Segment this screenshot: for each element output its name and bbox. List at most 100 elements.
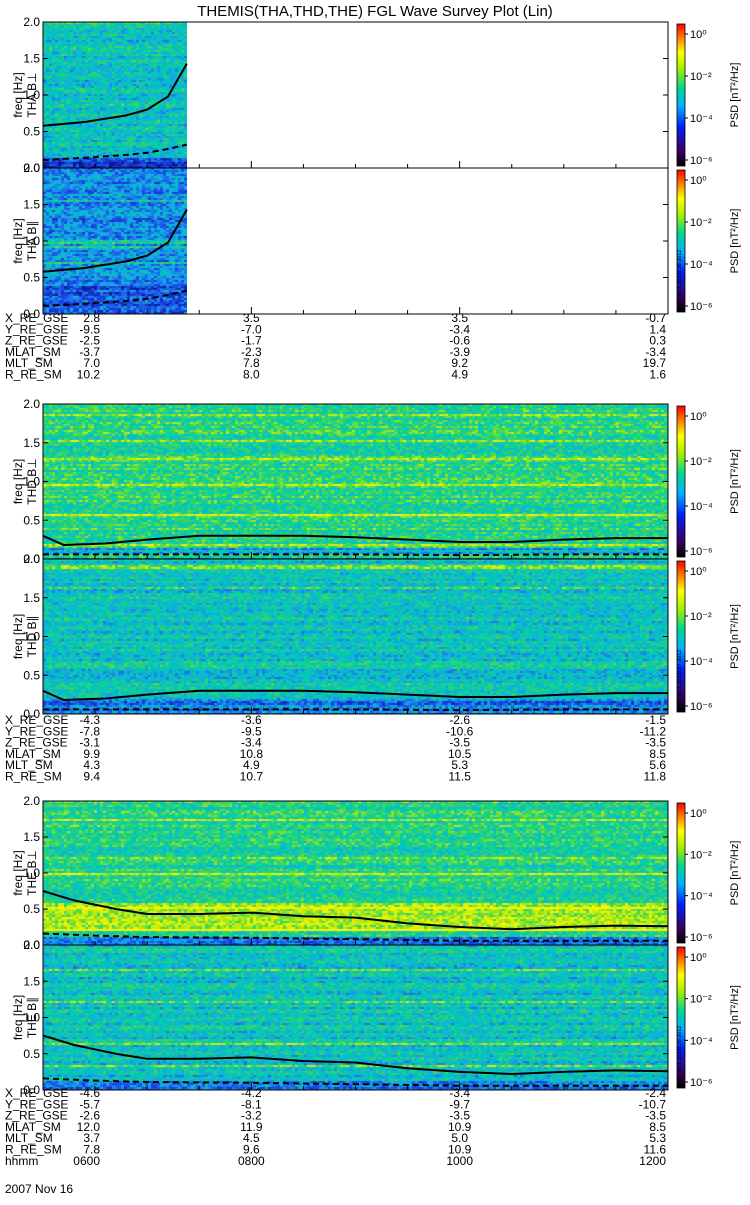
colorbar-tick-label: 10⁰ (690, 952, 707, 964)
y-tick-label: 1.5 (23, 52, 40, 66)
ephemeris-value: 4.3 (83, 758, 100, 772)
ephemeris-value: 10.7 (240, 770, 264, 784)
plot-timestamp: Sat Sep 1 11:08:27 2012 (677, 650, 683, 710)
ephemeris-value: 9.4 (83, 770, 100, 784)
y-tick-label: 0.0 (23, 707, 40, 721)
spectrogram-image (43, 559, 668, 714)
colorbar-tick-label: 10⁰ (690, 175, 707, 187)
ephemeris-value: 0600 (73, 1154, 100, 1168)
ephemeris-value: -2.6 (449, 713, 470, 727)
y-tick-label: 0.5 (23, 902, 40, 916)
spectrogram-image (43, 22, 187, 168)
colorbar-tick-label: 10⁻² (690, 217, 712, 229)
solid-line (42, 1034, 669, 1076)
colorbar-label: PSD [nT²/Hz] (729, 841, 741, 906)
colorbar-tick-label: 10⁰ (690, 808, 707, 820)
y-tick-label: 0.5 (23, 125, 40, 139)
colorbar-label: PSD [nT²/Hz] (729, 604, 741, 669)
dashed-line (42, 932, 668, 942)
ephemeris-label: R_RE_SM (5, 368, 62, 382)
colorbar-tick-label: 10⁻⁴ (690, 259, 713, 271)
spectrogram-image (43, 404, 668, 559)
ephemeris-value: 12.0 (77, 1120, 101, 1134)
colorbar-label: PSD [nT²/Hz] (729, 449, 741, 514)
ephemeris-value: 10.8 (240, 747, 264, 761)
solid-line (42, 689, 668, 702)
colorbar-tick-label: 10⁻⁴ (690, 501, 713, 513)
ephemeris-value: 11.5 (448, 770, 471, 784)
ephemeris-value: 4.9 (451, 368, 468, 382)
ephemeris-label: X_RE_GSE (5, 1086, 68, 1100)
panel-the-perp: 2.0 1.5 1.0 0.5 0.0 THE B⊥freq [Hz] 10⁰ 10⁻² 10⁻… (11, 794, 741, 952)
ephemeris-value: 1200 (639, 1154, 666, 1168)
y-tick-label: 1.5 (23, 198, 40, 212)
ephemeris-value: -3.4 (449, 1086, 470, 1100)
dashed-line (43, 708, 668, 712)
colorbar-tick-label: 10⁻⁴ (690, 113, 713, 125)
y-axis-label: freq [Hz] (11, 850, 25, 895)
ephemeris-value: 11.6 (644, 1143, 667, 1157)
ephemeris-value: -3.2 (241, 1109, 262, 1123)
colorbar-tick-label: 10⁻⁴ (690, 1035, 713, 1047)
ephemeris-label: X_RE_GSE (5, 713, 68, 727)
ephemeris-value: 19.7 (643, 356, 667, 370)
panel-tha-perp: 2.0 1.5 1.0 0.5 0.0 THA B⊥freq [Hz] 10⁰ 10⁻² 10⁻… (11, 15, 741, 175)
ephemeris-value: 7.0 (83, 356, 100, 370)
y-tick-label: 1.0 (23, 475, 40, 489)
y-tick-label: 2.0 (23, 397, 40, 411)
ephemeris-label: R_RE_SM (5, 1143, 62, 1157)
y-tick-label: 2.0 (23, 161, 40, 175)
ephemeris-value: -2.5 (79, 334, 100, 348)
colorbar-tick-label: 10⁻² (690, 456, 712, 468)
ephemeris-value: -1.7 (241, 334, 262, 348)
ephemeris-value: -3.7 (79, 345, 100, 359)
ephemeris-value: 2.8 (83, 311, 100, 325)
ephemeris-value: -0.7 (645, 311, 666, 325)
spectrogram-image (43, 801, 668, 945)
y-tick-label: 1.5 (23, 436, 40, 450)
colorbar-tick-label: 10⁻⁴ (690, 656, 713, 668)
ephemeris-value: -4.6 (79, 1086, 100, 1100)
figure-title: THEMIS(THA,THD,THE) FGL Wave Survey Plot… (197, 3, 553, 20)
colorbar-tick-label: 10⁻² (690, 71, 712, 83)
ephemeris-value: -9.5 (241, 724, 262, 738)
solid-line (42, 63, 188, 127)
ephemeris-value: 11.8 (644, 770, 667, 784)
y-tick-label: 1.0 (23, 866, 40, 880)
ephemeris-value: 4.9 (243, 758, 260, 772)
ephemeris-value: -3.5 (645, 1109, 666, 1123)
ephemeris-value: -3.9 (449, 345, 470, 359)
ephemeris-value: -2.3 (241, 345, 262, 359)
ephemeris-label: Y_RE_GSE (5, 322, 68, 336)
panel-name: THD B∥ (25, 616, 39, 658)
colorbar-tick-label: 10⁻⁴ (690, 891, 713, 903)
ephemeris-value: 0800 (238, 1154, 265, 1168)
spectrogram-image (43, 945, 668, 1090)
ephemeris-value: -9.5 (79, 322, 100, 336)
ephemeris-value: -2.6 (79, 1109, 100, 1123)
y-tick-label: 0.5 (23, 513, 40, 527)
y-tick-label: 0.0 (23, 552, 40, 566)
colorbar-tick-label: 10⁻⁶ (690, 932, 713, 944)
ephemeris-label: MLT_SM (5, 1131, 53, 1145)
y-tick-label: 1.5 (23, 974, 40, 988)
y-tick-label: 1.5 (23, 830, 40, 844)
plot-timestamp: Sat Sep 1 11:08:38 2012 (677, 250, 683, 310)
colorbar-gradient (676, 405, 686, 558)
colorbar-tick-label: 10⁰ (690, 411, 707, 423)
ephemeris-value: 0.3 (649, 334, 666, 348)
ephemeris-value: 8.5 (649, 1120, 666, 1134)
colorbar-tick-label: 10⁻⁶ (690, 301, 713, 313)
ephemeris-value: 9.6 (243, 1143, 260, 1157)
ephemeris-value: 10.9 (448, 1143, 472, 1157)
colorbar-label: PSD [nT²/Hz] (729, 63, 741, 128)
panel-name: THA B∥ (25, 221, 39, 262)
y-tick-label: 0.0 (23, 307, 40, 321)
y-tick-label: 0.5 (23, 668, 40, 682)
y-tick-label: 1.0 (23, 88, 40, 102)
y-axis-label: freq [Hz] (11, 459, 25, 504)
